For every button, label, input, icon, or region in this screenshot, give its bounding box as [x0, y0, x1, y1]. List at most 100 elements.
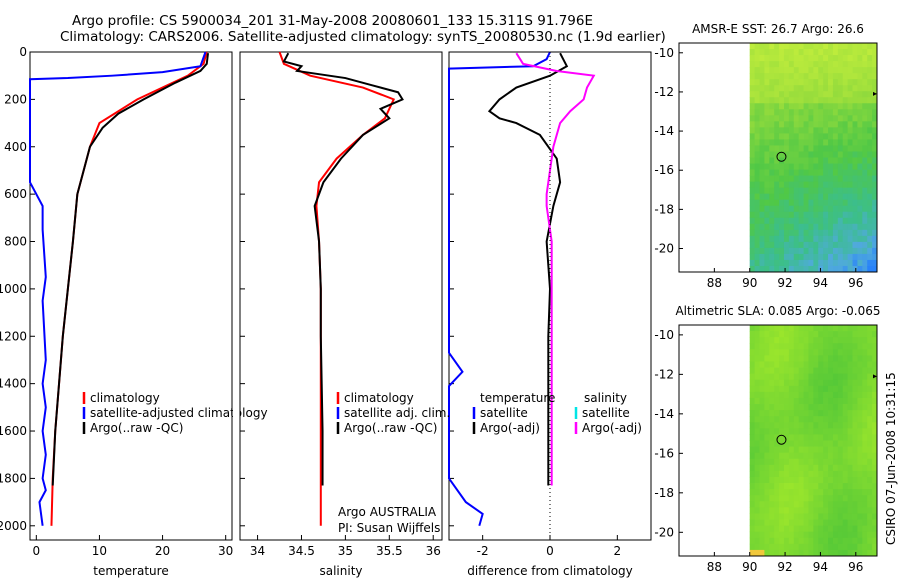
sla-map-cell	[847, 489, 853, 496]
sla-map-cell	[837, 549, 844, 557]
sst-map-cell	[754, 73, 760, 80]
sla-map-cell	[837, 525, 844, 533]
sla-map-cell	[808, 483, 814, 490]
sla-map-cell	[783, 489, 790, 496]
sla-map-cell	[793, 531, 800, 539]
sst-map-cell	[779, 139, 785, 146]
sla-map-y-tick-label: -18	[654, 486, 674, 500]
sst-map-cell	[842, 181, 849, 189]
sla-map-cell	[749, 495, 756, 502]
temperature-y-tick-label: 1000	[0, 282, 27, 296]
sst-map-cell	[749, 115, 756, 122]
sst-map-cell	[867, 193, 873, 201]
sla-map-cell	[798, 385, 804, 393]
sst-map-cell	[764, 67, 770, 74]
sst-map-cell	[808, 157, 814, 164]
sla-map-cell	[867, 537, 873, 545]
salinity-annotation-argo-australia: Argo AUSTRALIA	[338, 505, 437, 519]
sla-map-cell	[749, 531, 756, 539]
sst-map-cell	[813, 145, 819, 152]
sst-map-cell	[798, 139, 804, 146]
sla-map-cell	[832, 422, 839, 429]
sst-map-cell	[818, 115, 824, 122]
salinity-x-tick-label: 34.5	[288, 544, 315, 558]
sla-map-y-tick-label: -20	[654, 525, 674, 539]
sla-map-cell	[749, 367, 756, 375]
sst-map-cell	[828, 115, 834, 122]
sla-map-cell	[779, 483, 785, 490]
sst-map-cell	[764, 205, 770, 213]
sla-map-cell	[862, 404, 868, 411]
sst-map-cell	[847, 139, 853, 146]
sla-map-cell	[803, 361, 809, 368]
sla-map-cell	[832, 452, 839, 460]
sst-map-cell	[754, 223, 760, 231]
sla-map-cell	[828, 458, 834, 466]
sla-map-cell	[867, 343, 873, 350]
sst-map-cell	[798, 55, 804, 62]
difference-legend-salinity-title: salinity	[584, 391, 627, 405]
sla-map-cell	[754, 367, 760, 375]
sla-map-cell	[808, 325, 814, 332]
sst-map-cell	[823, 133, 829, 140]
sst-map-cell	[818, 109, 824, 116]
sla-map-cell	[759, 337, 765, 344]
sla-map-cell	[798, 537, 804, 545]
sst-map-cell	[808, 145, 814, 152]
sla-map-cell	[847, 549, 853, 557]
sst-map-cell	[837, 265, 844, 273]
sst-map-cell	[749, 73, 756, 80]
sla-map-cell	[837, 519, 844, 527]
sst-map-cell	[818, 151, 824, 158]
sla-map-cell	[857, 525, 863, 533]
sla-map-cell	[754, 379, 760, 387]
sst-map-cell	[779, 91, 785, 98]
sla-map-cell	[774, 470, 780, 478]
sla-map-cell	[788, 337, 795, 344]
sla-map-cell	[759, 434, 765, 441]
sst-map-cell	[818, 121, 824, 128]
sst-map-cell	[779, 67, 785, 74]
sst-map-cell	[749, 103, 756, 110]
sla-map-cell	[793, 537, 800, 545]
sst-map-cell	[818, 241, 824, 249]
sst-map-cell	[837, 85, 844, 92]
sla-map-cell	[749, 379, 756, 387]
sst-map-cell	[754, 199, 760, 207]
sst-map-cell	[813, 133, 819, 140]
sla-map-cell	[754, 349, 760, 356]
sla-map-cell	[837, 422, 844, 429]
sst-map-cell	[774, 43, 780, 50]
sst-map-cell	[813, 205, 819, 213]
sla-map-cell	[842, 543, 849, 551]
sla-map-cell	[769, 385, 775, 393]
sst-map-cell	[808, 259, 814, 267]
sst-map-cell	[872, 79, 878, 86]
sla-map-cell	[852, 355, 858, 362]
sst-map-cell	[798, 43, 804, 50]
sst-map-cell	[832, 49, 839, 56]
sla-map-cell	[759, 549, 765, 557]
sla-map-cell	[857, 428, 863, 435]
sla-map-cell	[832, 331, 839, 338]
sst-map-cell	[808, 121, 814, 128]
sla-map-x-tick-label: 92	[777, 560, 792, 574]
sst-map-cell	[832, 109, 839, 116]
sla-map-cell	[818, 531, 824, 539]
sla-map-cell	[872, 513, 878, 520]
sla-map-cell	[774, 464, 780, 472]
sst-map-cell	[788, 265, 795, 273]
sla-map-cell	[818, 458, 824, 466]
sst-map-cell	[837, 163, 844, 170]
sla-map-cell	[832, 531, 839, 539]
sst-map-cell	[769, 163, 775, 170]
sst-map-cell	[857, 91, 863, 98]
sst-map-cell	[793, 253, 800, 261]
sla-map-cell	[759, 361, 765, 368]
sla-map-cell	[788, 525, 795, 533]
sst-map-y-tick-label: -12	[654, 85, 674, 99]
sst-map-cell	[857, 163, 863, 170]
sla-map-cell	[852, 434, 858, 441]
sla-map-cell	[749, 458, 756, 466]
sst-map-cell	[818, 181, 824, 189]
